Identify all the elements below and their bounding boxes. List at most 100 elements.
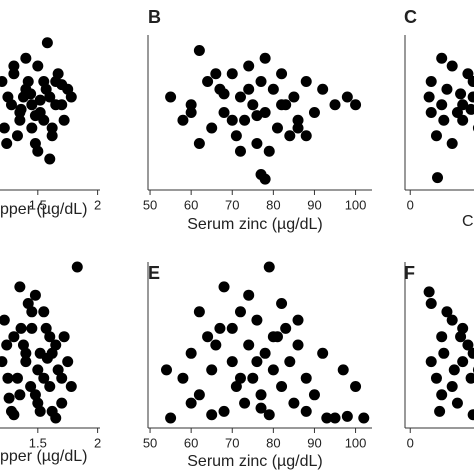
point bbox=[284, 130, 296, 142]
point bbox=[255, 389, 267, 401]
point bbox=[436, 389, 448, 401]
point bbox=[271, 122, 283, 134]
point bbox=[165, 91, 177, 103]
point bbox=[425, 107, 437, 118]
point bbox=[276, 99, 288, 111]
point bbox=[263, 261, 275, 273]
point bbox=[329, 99, 341, 111]
point bbox=[341, 410, 353, 422]
point bbox=[185, 107, 197, 118]
point bbox=[423, 91, 435, 103]
point bbox=[29, 289, 41, 301]
point bbox=[62, 356, 74, 368]
point bbox=[300, 130, 312, 142]
point bbox=[32, 397, 44, 409]
point bbox=[350, 99, 362, 111]
point bbox=[438, 114, 450, 126]
point bbox=[300, 76, 312, 87]
point bbox=[11, 130, 23, 142]
point bbox=[300, 405, 312, 417]
point bbox=[20, 356, 32, 368]
x-tick-label: 90 bbox=[307, 435, 321, 450]
point bbox=[247, 99, 259, 111]
point bbox=[451, 397, 463, 409]
x-axis-label: C bbox=[462, 213, 474, 230]
point bbox=[263, 409, 275, 421]
point bbox=[226, 114, 238, 126]
point bbox=[193, 45, 205, 56]
point bbox=[457, 356, 469, 368]
point bbox=[308, 107, 320, 118]
point bbox=[46, 130, 58, 142]
point bbox=[436, 99, 448, 111]
x-tick-label: 1.5 bbox=[29, 197, 47, 212]
panel-letter: F bbox=[404, 263, 415, 283]
point bbox=[288, 397, 300, 409]
point bbox=[446, 381, 458, 392]
point bbox=[462, 68, 474, 80]
point bbox=[358, 412, 370, 424]
point bbox=[321, 412, 333, 424]
point bbox=[465, 103, 474, 115]
point bbox=[446, 60, 458, 72]
x-tick-label: 1.5 bbox=[29, 435, 47, 450]
point bbox=[234, 91, 246, 103]
point bbox=[218, 281, 230, 293]
point bbox=[446, 314, 458, 326]
point bbox=[11, 372, 23, 384]
x-tick-label: 60 bbox=[184, 435, 198, 450]
point bbox=[202, 331, 214, 343]
point bbox=[251, 356, 263, 368]
point bbox=[446, 138, 458, 149]
point bbox=[251, 314, 263, 326]
point bbox=[14, 114, 26, 126]
point bbox=[441, 306, 453, 318]
point bbox=[423, 286, 435, 298]
point bbox=[65, 91, 77, 103]
point bbox=[243, 60, 255, 72]
point bbox=[29, 389, 41, 401]
point bbox=[234, 306, 246, 318]
point bbox=[243, 339, 255, 351]
point bbox=[457, 99, 469, 111]
point bbox=[34, 405, 46, 417]
point bbox=[58, 114, 70, 126]
point bbox=[267, 83, 279, 95]
point bbox=[467, 409, 474, 421]
point bbox=[436, 52, 448, 64]
point bbox=[71, 261, 83, 273]
point bbox=[14, 281, 26, 293]
point bbox=[56, 397, 68, 409]
point bbox=[15, 103, 27, 115]
point bbox=[259, 347, 271, 359]
x-tick-label: 50 bbox=[143, 435, 157, 450]
point bbox=[317, 83, 329, 95]
point bbox=[430, 372, 442, 384]
x-tick-label: 0 bbox=[407, 197, 414, 212]
point bbox=[206, 122, 218, 134]
point bbox=[206, 364, 218, 376]
point bbox=[341, 91, 353, 103]
point bbox=[32, 145, 44, 157]
point bbox=[44, 153, 56, 165]
point bbox=[177, 114, 189, 126]
point bbox=[32, 364, 44, 376]
point bbox=[284, 356, 296, 368]
x-tick-label: 80 bbox=[266, 435, 280, 450]
point bbox=[5, 99, 17, 111]
point bbox=[193, 138, 205, 149]
point bbox=[425, 298, 437, 309]
point bbox=[0, 356, 8, 368]
point bbox=[26, 122, 38, 134]
point bbox=[263, 145, 275, 157]
point bbox=[1, 339, 13, 351]
point bbox=[230, 130, 242, 142]
point bbox=[8, 331, 20, 343]
point bbox=[58, 331, 70, 343]
point bbox=[8, 68, 20, 80]
point bbox=[455, 331, 467, 343]
point bbox=[0, 76, 8, 87]
point bbox=[20, 347, 32, 359]
point bbox=[50, 99, 62, 111]
